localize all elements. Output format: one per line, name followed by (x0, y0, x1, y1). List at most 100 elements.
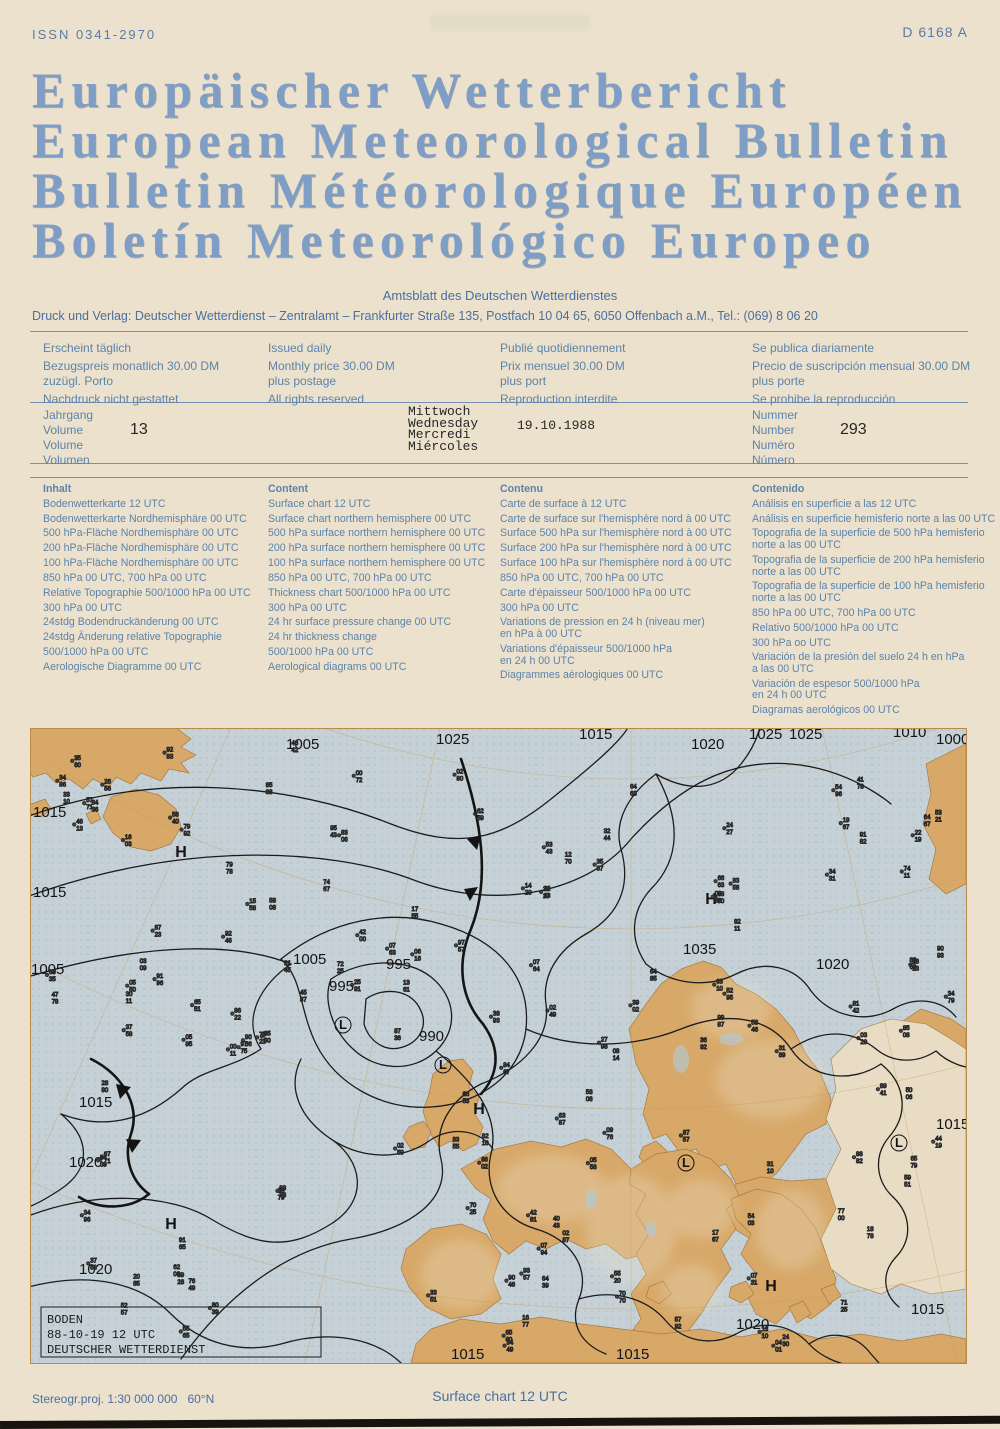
svg-text:11: 11 (734, 926, 741, 932)
svg-text:66: 66 (245, 1042, 252, 1048)
svg-text:55: 55 (183, 1327, 190, 1333)
svg-text:22: 22 (544, 887, 551, 893)
svg-text:57: 57 (121, 1311, 128, 1317)
svg-text:40: 40 (553, 1216, 560, 1222)
svg-text:70: 70 (619, 1292, 626, 1298)
svg-text:71: 71 (841, 1300, 848, 1306)
svg-text:995: 995 (329, 978, 354, 995)
svg-text:66: 66 (718, 876, 725, 882)
svg-text:75: 75 (241, 1049, 248, 1055)
svg-text:36: 36 (394, 1036, 401, 1042)
svg-text:59: 59 (904, 1176, 911, 1182)
svg-text:07: 07 (533, 960, 540, 966)
svg-text:03: 03 (125, 842, 132, 848)
svg-text:65: 65 (506, 1331, 513, 1337)
svg-text:1020: 1020 (691, 736, 724, 753)
svg-text:14: 14 (525, 883, 532, 889)
svg-text:23: 23 (155, 933, 162, 939)
svg-text:85: 85 (903, 1026, 910, 1032)
svg-text:13: 13 (762, 1327, 769, 1333)
svg-text:66: 66 (463, 1092, 470, 1098)
svg-text:87: 87 (300, 997, 307, 1003)
svg-text:86: 86 (234, 1009, 241, 1015)
svg-text:1015: 1015 (33, 804, 66, 821)
svg-text:65: 65 (911, 1157, 918, 1163)
svg-text:41: 41 (857, 777, 864, 783)
svg-text:07: 07 (389, 944, 396, 950)
svg-text:03: 03 (748, 1221, 755, 1227)
svg-text:24: 24 (726, 823, 733, 829)
svg-text:60: 60 (49, 970, 56, 976)
svg-text:05: 05 (186, 1035, 193, 1041)
svg-text:43: 43 (546, 849, 553, 855)
svg-text:92: 92 (184, 832, 191, 838)
svg-text:58: 58 (751, 1021, 758, 1027)
svg-text:74: 74 (323, 880, 330, 886)
svg-text:18: 18 (867, 1227, 874, 1233)
svg-text:1015: 1015 (79, 1094, 112, 1111)
svg-text:06: 06 (341, 837, 348, 843)
svg-text:51: 51 (904, 1183, 911, 1189)
svg-text:00: 00 (838, 1216, 845, 1222)
svg-text:35: 35 (597, 860, 604, 866)
svg-text:67: 67 (323, 887, 330, 893)
svg-text:57: 57 (458, 947, 465, 953)
svg-text:91: 91 (179, 1238, 186, 1244)
svg-text:81: 81 (530, 1217, 537, 1223)
svg-text:82: 82 (482, 1134, 489, 1140)
svg-text:07: 07 (751, 1273, 758, 1279)
svg-text:00: 00 (230, 1044, 237, 1050)
svg-text:67: 67 (712, 1237, 719, 1243)
svg-text:59: 59 (397, 1151, 404, 1157)
svg-text:46: 46 (751, 1028, 758, 1034)
svg-text:74: 74 (904, 867, 911, 873)
svg-text:85: 85 (133, 1281, 140, 1287)
svg-text:85: 85 (264, 1031, 271, 1037)
svg-text:56: 56 (104, 787, 111, 793)
svg-text:87: 87 (718, 1022, 725, 1028)
svg-text:1020: 1020 (816, 956, 849, 973)
svg-text:64: 64 (650, 969, 657, 975)
svg-text:42: 42 (292, 748, 299, 754)
svg-text:20: 20 (525, 890, 532, 896)
svg-text:55: 55 (412, 914, 419, 920)
svg-text:34: 34 (507, 1341, 514, 1347)
svg-text:02: 02 (481, 1165, 488, 1171)
svg-text:02: 02 (632, 1007, 639, 1013)
svg-text:1015: 1015 (579, 729, 612, 743)
svg-text:21: 21 (284, 961, 291, 967)
svg-text:80: 80 (212, 1303, 219, 1309)
svg-text:85: 85 (650, 976, 657, 982)
svg-text:11: 11 (904, 874, 911, 880)
svg-text:91: 91 (860, 832, 867, 838)
svg-text:L: L (339, 1017, 347, 1032)
svg-text:13: 13 (76, 827, 83, 833)
svg-text:70: 70 (470, 1203, 477, 1209)
svg-text:40: 40 (172, 820, 179, 826)
svg-text:60: 60 (74, 763, 81, 769)
svg-text:1025: 1025 (749, 729, 782, 743)
svg-text:03: 03 (860, 1033, 867, 1039)
svg-text:82: 82 (856, 1159, 863, 1165)
svg-text:34: 34 (948, 992, 955, 998)
svg-text:11: 11 (126, 999, 133, 1005)
svg-text:31: 31 (779, 1046, 786, 1052)
svg-text:01: 01 (775, 1348, 782, 1354)
svg-text:64: 64 (630, 785, 637, 791)
svg-text:96: 96 (157, 981, 164, 987)
svg-text:11: 11 (230, 1051, 237, 1057)
svg-text:05: 05 (129, 981, 136, 987)
svg-text:25: 25 (470, 1210, 477, 1216)
svg-text:72: 72 (337, 962, 344, 968)
svg-text:L: L (682, 1155, 690, 1170)
svg-text:93: 93 (937, 953, 944, 959)
svg-text:L: L (439, 1057, 447, 1072)
svg-text:53: 53 (90, 1265, 97, 1271)
svg-text:45: 45 (284, 968, 291, 974)
svg-text:31: 31 (829, 877, 836, 883)
svg-text:70: 70 (565, 860, 572, 866)
svg-text:63: 63 (559, 1114, 566, 1120)
svg-text:09: 09 (140, 966, 147, 972)
svg-text:10: 10 (63, 800, 70, 806)
svg-text:63: 63 (716, 980, 723, 986)
